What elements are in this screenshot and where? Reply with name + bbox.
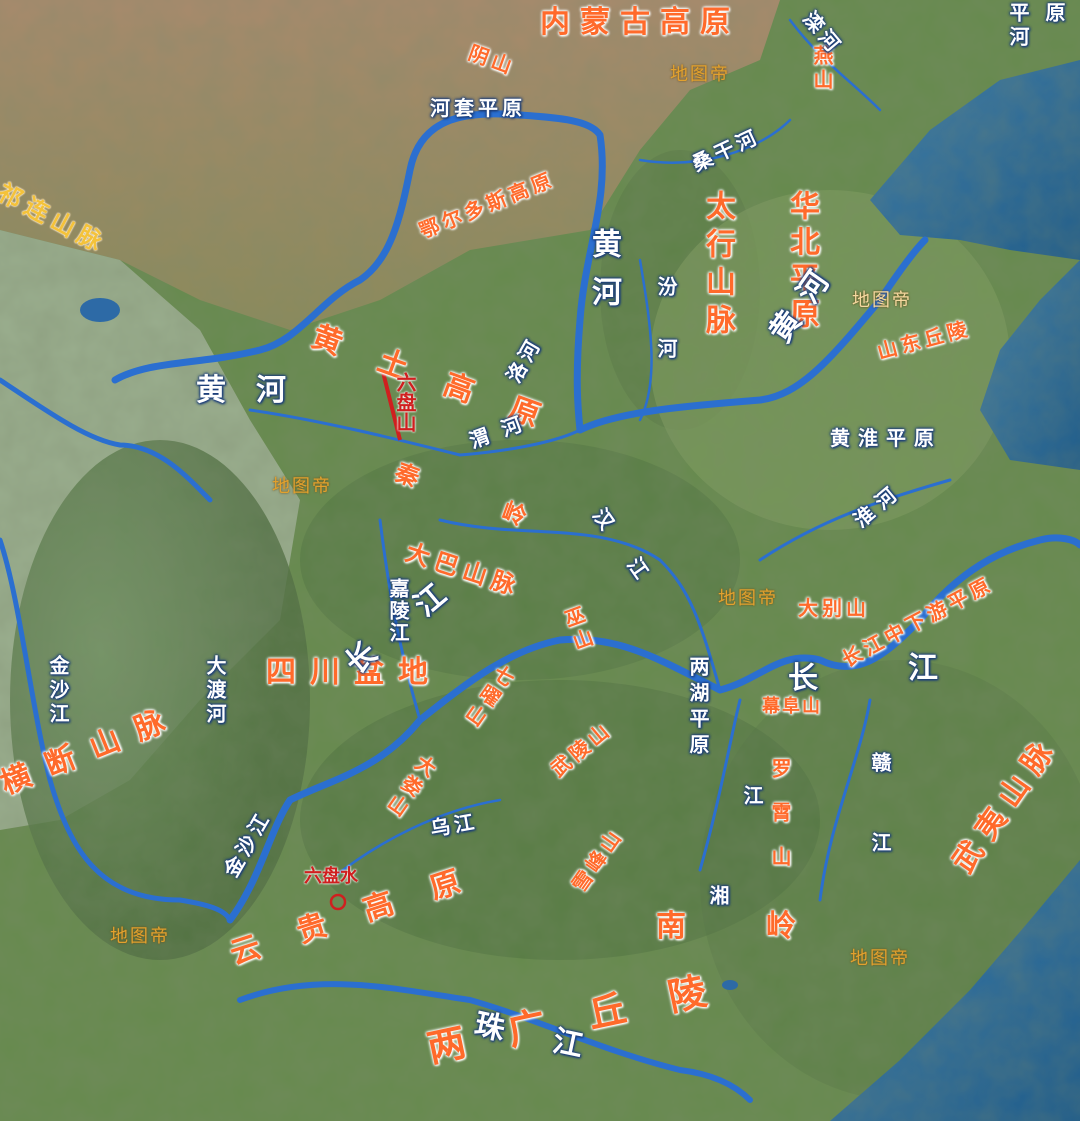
liupan-mountain-label: 六盘山 <box>393 372 417 432</box>
dabie-mountain-label: 大别山 <box>798 596 870 620</box>
hetao-plain-label: 河套平原 <box>430 96 526 120</box>
lianghu-plain-label: 两湖平原 <box>686 656 710 760</box>
jinsha-river-north-label: 金沙江 <box>46 655 70 727</box>
fen-river-label: 汾河 <box>654 276 678 400</box>
luoxiao-mountains-label: 罗霄山 <box>768 758 792 890</box>
inner-mongolia-plateau-label: 内蒙古高原 <box>540 5 740 40</box>
nanling-label: 南岭 <box>656 909 876 944</box>
huanghuai-plain-label: 黄淮平原 <box>830 426 942 450</box>
sichuan-basin-label: 四川盆地 <box>266 655 442 690</box>
plain-label-north-2: 原 <box>1042 2 1066 26</box>
watermark-6: 地图帝 <box>850 948 910 969</box>
xiang-river-label: 湘 <box>706 885 730 909</box>
yangtze-middle-label: 长 <box>788 661 828 696</box>
dadu-river-label: 大渡河 <box>203 655 227 727</box>
north-china-plain-label: 华北平原 <box>784 190 819 334</box>
liupanshui-label: 六盘水 <box>304 866 358 887</box>
mufu-mountain-label: 幕阜山 <box>762 696 822 717</box>
watermark-3: 地图帝 <box>272 476 332 497</box>
yellow-river-west-label: 黄河 <box>196 373 316 408</box>
yan-mountains-label: 燕山 <box>810 45 834 93</box>
xiang-river-jiang-label: 江 <box>740 785 764 809</box>
watermark-4: 地图帝 <box>718 588 778 609</box>
plain-label-north-1: 平河 <box>1006 2 1030 50</box>
gan-river-label: 赣江 <box>868 752 892 912</box>
yellow-river-north-label: 黄河 <box>586 228 621 324</box>
taihang-mountains-label: 太行山脉 <box>700 190 735 342</box>
watermark-1: 地图帝 <box>670 64 730 85</box>
jialing-river-label: 嘉陵江 <box>386 578 410 644</box>
yangtze-east-label: 江 <box>908 651 948 686</box>
watermark-5: 地图帝 <box>110 926 170 947</box>
watermark-2: 地图帝 <box>852 290 912 311</box>
